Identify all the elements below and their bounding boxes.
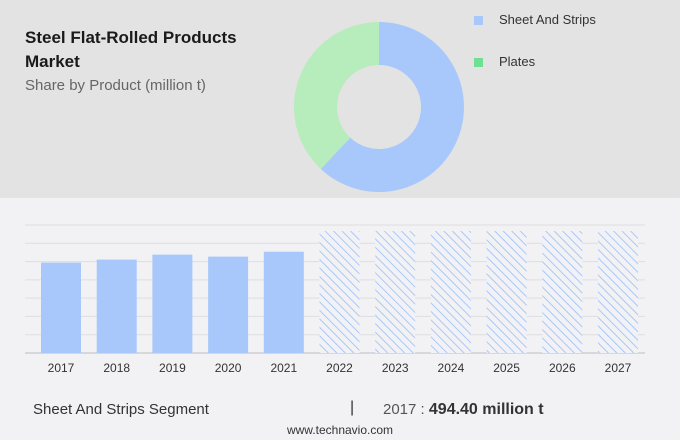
bar-2019 [152, 254, 193, 353]
bar-2017 [41, 262, 81, 353]
donut-chart [294, 22, 465, 192]
bar-forecast-2026 [542, 231, 583, 353]
legend-item-plates: Plates [474, 54, 535, 69]
bar-forecast-2023 [375, 231, 416, 353]
bar-forecast-2024 [430, 231, 471, 353]
bar-chart: 2017 2018 2019 2020 2021 2022 2023 2024 2025 2026… [25, 224, 645, 375]
x-tick-label: 2022 [326, 361, 353, 375]
website-link[interactable]: www.technavio.com [286, 423, 394, 437]
segment-year: 2017 [383, 401, 417, 418]
legend-label: Plates [499, 54, 536, 69]
segment-value: 2017 : 494.40 million t [383, 401, 544, 419]
segment-amount: 494.40 million t [428, 401, 544, 418]
colon: : [416, 401, 429, 418]
page-subtitle: Share by Product (million t) [25, 77, 206, 94]
bar-2021 [263, 251, 304, 353]
separator: | [350, 399, 355, 416]
bar-forecast-2027 [598, 231, 638, 353]
donut-slice-sheet-and-strips [320, 22, 465, 192]
page-title: Steel Flat-Rolled Products Market [25, 28, 237, 71]
bar-2020 [208, 256, 249, 353]
x-tick-label: 2021 [270, 361, 297, 375]
bar-2018 [96, 259, 137, 353]
bar-forecast-2022 [319, 231, 360, 353]
x-tick-label: 2018 [103, 361, 130, 375]
x-tick-label: 2026 [549, 361, 576, 375]
x-tick-label: 2025 [493, 361, 520, 375]
x-tick-label: 2017 [48, 361, 75, 375]
legend-label: Sheet And Strips [499, 12, 596, 27]
legend-swatch [474, 58, 483, 68]
x-tick-label: 2019 [159, 361, 186, 375]
donut-slice-plates [294, 22, 379, 169]
legend-swatch [474, 16, 483, 26]
x-tick-label: 2024 [438, 361, 465, 375]
legend-item-sheet-and-strips: Sheet And Strips [474, 12, 596, 27]
segment-label: Sheet And Strips Segment [33, 401, 209, 418]
x-tick-label: 2020 [215, 361, 242, 375]
x-tick-label: 2023 [382, 361, 409, 375]
bar-forecast-2025 [486, 231, 527, 353]
x-tick-label: 2027 [605, 361, 632, 375]
